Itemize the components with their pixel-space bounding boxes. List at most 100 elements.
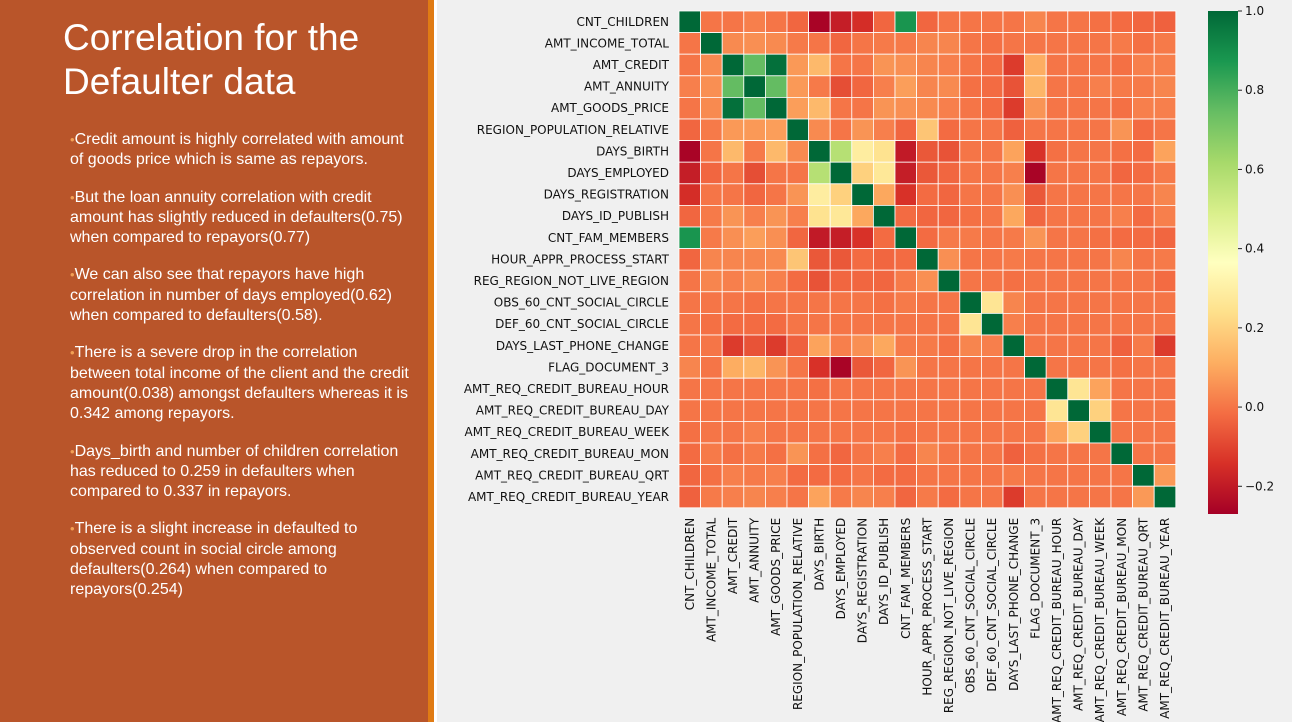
heatmap-cell [916,399,939,422]
bullet-marker: • [70,132,75,147]
heatmap-cell [1045,485,1069,509]
heatmap-cell [851,183,874,206]
heatmap-cell [1067,140,1090,163]
heatmap-cell [743,140,766,163]
heatmap-cell [1110,442,1134,466]
column-label: AMT_GOODS_PRICE [769,518,783,636]
heatmap-cell [829,291,853,314]
heatmap-cell [678,377,702,401]
column-label: DAYS_BIRTH [812,518,826,591]
heatmap-cell [1024,97,1047,120]
heatmap-cell [678,420,702,444]
heatmap-cell [937,464,961,487]
heatmap-cell [700,248,723,271]
heatmap-cell [1002,291,1026,314]
heatmap-cell [1089,53,1112,77]
heatmap-cell [764,291,788,314]
heatmap-cell [1153,226,1177,250]
heatmap-cell [829,464,853,487]
heatmap-cell [872,32,896,55]
heatmap-cell [1024,291,1047,314]
heatmap-cell [786,420,810,444]
heatmap-cell [894,10,918,34]
heatmap-cell [894,32,918,55]
heatmap-cell [678,10,702,34]
colorbar-tick-label: 0.8 [1245,83,1264,97]
heatmap-cell [808,10,831,34]
heatmap-cell [743,183,766,206]
heatmap-cell [1110,204,1134,228]
heatmap-cell [764,10,788,34]
heatmap-cell [1132,10,1155,34]
heatmap-cell [743,161,766,185]
heatmap-cell [872,269,896,293]
heatmap-cell [959,118,982,142]
heatmap-cell [1024,118,1047,142]
heatmap-cell [959,399,982,422]
heatmap-cell [851,485,874,509]
heatmap-cell [721,420,745,444]
heatmap-cell [721,118,745,142]
heatmap-cell [959,248,982,271]
heatmap-cell [894,140,918,163]
heatmap-cell [808,183,831,206]
heatmap-cell [678,140,702,163]
heatmap-cell [808,118,831,142]
heatmap-cell [894,97,918,120]
heatmap-cell [829,183,853,206]
heatmap-cell [894,53,918,77]
colorbar-tick-label: 0.4 [1245,242,1264,256]
heatmap-cell [872,377,896,401]
heatmap-cell [1002,226,1026,250]
heatmap-cell [981,312,1004,336]
heatmap-cell [764,226,788,250]
heatmap-cell [851,75,874,98]
bullet-list: •Credit amount is highly correlated with… [70,130,410,618]
heatmap-cell [894,442,918,466]
column-label: CNT_FAM_MEMBERS [899,518,913,639]
heatmap-cell [1002,312,1026,336]
heatmap-cell [1002,377,1026,401]
divider [434,0,437,722]
column-label: CNT_CHILDREN [683,518,697,610]
heatmap-cell [1024,248,1047,271]
heatmap-cell [937,399,961,422]
heatmap-cell [1110,334,1134,358]
heatmap-cell [700,75,723,98]
heatmap-cell [1110,248,1134,271]
heatmap-cell [851,356,874,379]
row-label: CNT_CHILDREN [577,15,669,29]
heatmap-cell [1132,53,1155,77]
heatmap-cell [1132,97,1155,120]
heatmap-cell [1024,32,1047,55]
heatmap-cell [916,204,939,228]
heatmap-cell [981,32,1004,55]
heatmap-cell [829,10,853,34]
heatmap-cell [678,161,702,185]
heatmap-cell [1132,204,1155,228]
heatmap-cell [937,53,961,77]
heatmap-cell [743,248,766,271]
heatmap-cell [678,464,702,487]
heatmap-cell [959,334,982,358]
heatmap-cell [1153,10,1177,34]
heatmap-cell [959,32,982,55]
heatmap-cell [700,312,723,336]
heatmap-cell [1110,377,1134,401]
heatmap-cell [1067,334,1090,358]
heatmap-cell [808,485,831,509]
heatmap-cell [872,399,896,422]
heatmap-cell [786,464,810,487]
heatmap-cell [1089,226,1112,250]
heatmap-cell [1132,140,1155,163]
heatmap-cell [829,269,853,293]
heatmap-cell [786,312,810,336]
heatmap-cell [916,312,939,336]
heatmap-cell [1132,32,1155,55]
heatmap-cell [959,183,982,206]
heatmap-cell [872,75,896,98]
row-label: AMT_REQ_CREDIT_BUREAU_HOUR [464,382,669,396]
slide-title: Correlation for the Defaulter data [63,17,360,102]
heatmap-cell [1153,183,1177,206]
heatmap-cell [808,97,831,120]
